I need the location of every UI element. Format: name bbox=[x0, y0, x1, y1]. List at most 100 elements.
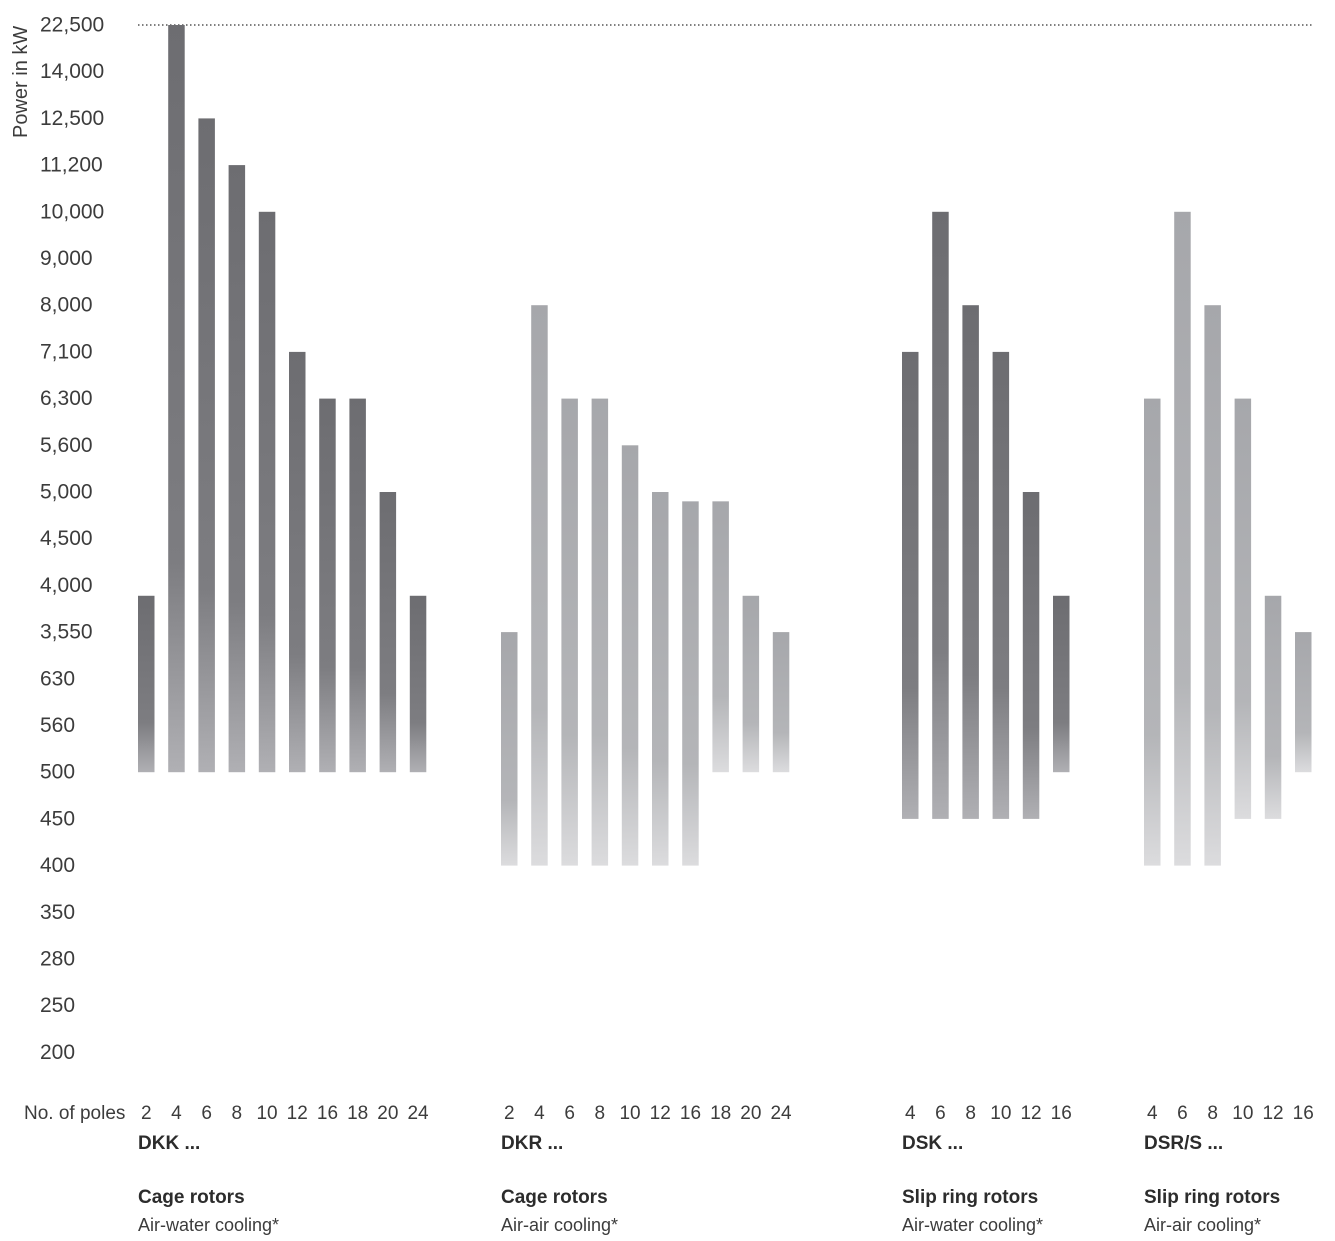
bar bbox=[409, 595, 427, 773]
cooling-type: Air-air cooling* bbox=[1144, 1215, 1261, 1235]
pole-tick-label: 20 bbox=[740, 1103, 761, 1124]
bar bbox=[621, 445, 639, 866]
x-axis-title: No. of poles bbox=[24, 1103, 125, 1124]
bar bbox=[349, 398, 366, 773]
pole-tick-label: 20 bbox=[377, 1103, 398, 1124]
bar bbox=[198, 118, 215, 773]
bar bbox=[138, 595, 155, 773]
bar bbox=[962, 305, 979, 819]
group-labels: DKK ... Cage rotors Air-water cooling* DKR … bbox=[138, 1133, 1280, 1235]
rotor-type: Slip ring rotors bbox=[1144, 1187, 1280, 1208]
bar bbox=[561, 398, 578, 866]
y-tick-label: 4,000 bbox=[40, 574, 93, 597]
pole-tick-label: 8 bbox=[232, 1103, 243, 1124]
bar bbox=[531, 305, 548, 866]
y-axis-title: Power in kW bbox=[10, 26, 32, 138]
bar bbox=[319, 398, 336, 773]
pole-tick-label: 6 bbox=[935, 1103, 946, 1124]
bar bbox=[992, 351, 1010, 819]
pole-tick-label: 16 bbox=[680, 1103, 701, 1124]
y-tick-label: 450 bbox=[40, 807, 75, 830]
pole-labels: 2 4 6 8 10 12 16 18 20 24 2 4 6 8 10 12 16 18 20 24 4 6 8 10 12 1… bbox=[141, 1103, 1314, 1124]
bar bbox=[501, 632, 518, 866]
y-tick-label: 22,500 bbox=[40, 14, 104, 37]
pole-tick-label: 12 bbox=[1262, 1103, 1283, 1124]
pole-tick-label: 10 bbox=[1232, 1103, 1253, 1124]
y-tick-label: 8,000 bbox=[40, 294, 93, 317]
y-tick-label: 630 bbox=[40, 667, 75, 690]
rotor-type: Cage rotors bbox=[501, 1187, 608, 1208]
y-tick-label: 4,500 bbox=[40, 527, 93, 550]
y-tick-label: 6,300 bbox=[40, 387, 93, 410]
series-name: DSR/S ... bbox=[1144, 1133, 1223, 1154]
y-tick-label: 12,500 bbox=[40, 107, 104, 130]
bar bbox=[591, 398, 609, 866]
y-tick-label: 14,000 bbox=[40, 60, 104, 83]
y-tick-label: 200 bbox=[40, 1041, 75, 1064]
pole-tick-label: 6 bbox=[201, 1103, 212, 1124]
pole-tick-label: 18 bbox=[347, 1103, 368, 1124]
bar bbox=[1174, 211, 1191, 866]
rotor-type: Slip ring rotors bbox=[902, 1187, 1038, 1208]
cooling-type: Air-air cooling* bbox=[501, 1215, 618, 1235]
y-tick-label: 10,000 bbox=[40, 200, 104, 223]
y-tick-label: 400 bbox=[40, 854, 75, 877]
pole-tick-label: 16 bbox=[1293, 1103, 1314, 1124]
bar bbox=[379, 492, 397, 773]
bar-groups bbox=[138, 25, 1312, 866]
series-name: DSK ... bbox=[902, 1133, 963, 1154]
bar bbox=[772, 632, 790, 773]
series-name: DKR ... bbox=[501, 1133, 563, 1154]
pole-tick-label: 8 bbox=[965, 1103, 976, 1124]
pole-tick-label: 16 bbox=[317, 1103, 338, 1124]
pole-tick-label: 24 bbox=[770, 1103, 792, 1124]
pole-tick-label: 18 bbox=[710, 1103, 731, 1124]
bar bbox=[742, 595, 760, 773]
bar bbox=[1234, 398, 1252, 819]
pole-tick-label: 4 bbox=[534, 1103, 545, 1124]
pole-tick-label: 12 bbox=[650, 1103, 671, 1124]
bar bbox=[652, 492, 669, 866]
pole-tick-label: 12 bbox=[1020, 1103, 1041, 1124]
pole-tick-label: 2 bbox=[141, 1103, 152, 1124]
y-tick-label: 5,000 bbox=[40, 481, 93, 504]
pole-tick-label: 4 bbox=[1147, 1103, 1158, 1124]
bar bbox=[712, 501, 729, 773]
y-tick-label: 11,200 bbox=[40, 154, 103, 177]
pole-tick-label: 6 bbox=[1177, 1103, 1188, 1124]
cooling-type: Air-water cooling* bbox=[902, 1215, 1043, 1235]
bar bbox=[228, 165, 246, 773]
y-tick-label: 560 bbox=[40, 714, 75, 737]
bar bbox=[902, 351, 919, 819]
bar bbox=[682, 501, 699, 866]
bar bbox=[1144, 398, 1161, 866]
y-tick-label: 500 bbox=[40, 761, 75, 784]
bar bbox=[168, 25, 185, 773]
y-tick-label: 3,550 bbox=[40, 621, 93, 644]
pole-tick-label: 12 bbox=[287, 1103, 308, 1124]
bar bbox=[289, 351, 306, 773]
bar bbox=[258, 211, 276, 773]
pole-tick-label: 2 bbox=[504, 1103, 515, 1124]
pole-tick-label: 8 bbox=[595, 1103, 606, 1124]
bar bbox=[1204, 305, 1221, 866]
rotor-type: Cage rotors bbox=[138, 1187, 245, 1208]
y-tick-label: 7,100 bbox=[40, 340, 93, 363]
y-tick-label: 250 bbox=[40, 994, 75, 1017]
series-name: DKK ... bbox=[138, 1133, 200, 1154]
pole-tick-label: 6 bbox=[564, 1103, 575, 1124]
y-tick-label: 280 bbox=[40, 948, 75, 971]
pole-tick-label: 10 bbox=[256, 1103, 277, 1124]
bar bbox=[1295, 632, 1312, 773]
bar bbox=[1053, 595, 1070, 773]
cooling-type: Air-water cooling* bbox=[138, 1215, 279, 1235]
pole-tick-label: 16 bbox=[1051, 1103, 1072, 1124]
pole-tick-label: 4 bbox=[171, 1103, 182, 1124]
pole-tick-label: 4 bbox=[905, 1103, 916, 1124]
bar bbox=[1022, 492, 1040, 819]
pole-tick-label: 10 bbox=[990, 1103, 1011, 1124]
bar bbox=[932, 211, 949, 819]
pole-tick-label: 8 bbox=[1207, 1103, 1218, 1124]
y-tick-label: 5,600 bbox=[40, 434, 93, 457]
